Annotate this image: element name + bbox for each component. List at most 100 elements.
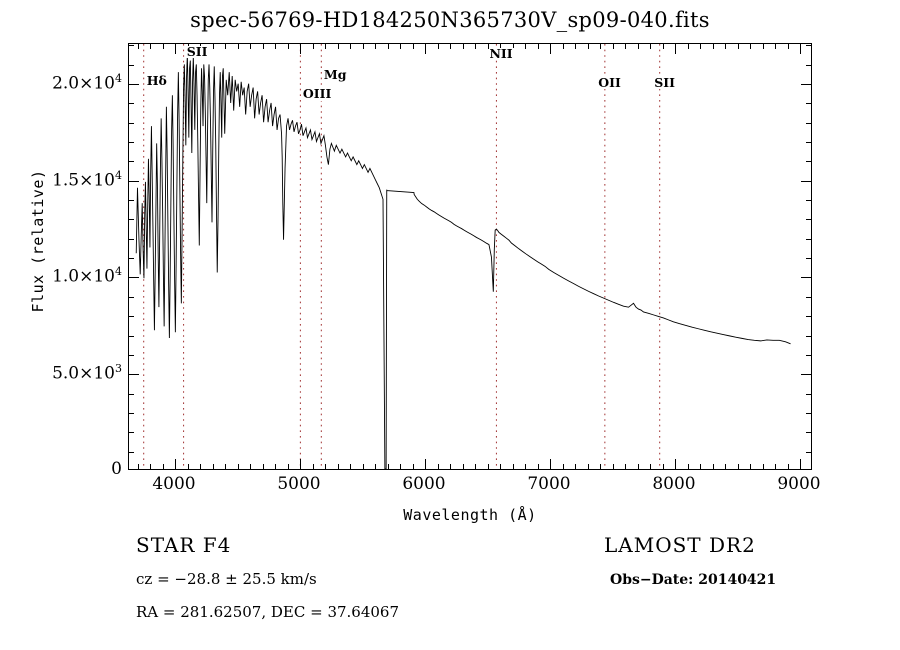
axis-tick-minor — [129, 200, 134, 201]
axis-tick-major — [425, 44, 426, 54]
axis-tick-minor — [775, 464, 776, 469]
axis-tick-major — [550, 44, 551, 54]
axis-tick-minor — [129, 122, 134, 124]
axis-tick-minor — [575, 464, 576, 469]
axis-tick-minor — [129, 412, 134, 414]
axis-tick-minor — [806, 296, 811, 298]
axis-tick-minor — [637, 44, 639, 49]
axis-tick-minor — [129, 316, 134, 318]
axis-tick-minor — [787, 44, 789, 49]
axis-tick-minor — [287, 44, 289, 49]
y-axis-title: Flux (relative) — [29, 169, 47, 313]
axis-tick-minor — [775, 44, 776, 49]
x-axis-title: Wavelength (Å) — [403, 506, 537, 524]
axis-tick-minor — [687, 44, 689, 49]
axis-tick-major — [675, 44, 676, 54]
axis-tick-minor — [806, 393, 811, 395]
axis-tick-minor — [806, 200, 811, 201]
axis-tick-minor — [237, 464, 239, 469]
axis-tick-major — [550, 459, 551, 469]
axis-tick-minor — [806, 161, 811, 163]
x-tick-label: 8000 — [652, 474, 696, 494]
axis-tick-minor — [612, 44, 614, 49]
y-tick-label: 5.0×103 — [52, 362, 122, 384]
axis-tick-minor — [462, 464, 464, 469]
axis-tick-minor — [129, 238, 134, 240]
axis-tick-major — [300, 44, 301, 54]
axis-tick-minor — [806, 122, 811, 124]
axis-tick-minor — [387, 464, 389, 469]
axis-tick-minor — [562, 44, 564, 49]
axis-tick-minor — [725, 464, 726, 469]
axis-tick-minor — [225, 44, 226, 49]
axis-tick-minor — [129, 141, 134, 143]
axis-tick-minor — [129, 296, 134, 298]
axis-tick-minor — [650, 464, 651, 469]
line-label-OII: OII — [597, 74, 622, 90]
axis-tick-minor — [312, 464, 314, 469]
x-tick-label: 5000 — [277, 474, 321, 494]
axis-tick-minor — [212, 44, 214, 49]
axis-tick-major — [675, 459, 676, 469]
axis-tick-minor — [200, 464, 201, 469]
axis-tick-minor — [512, 44, 514, 49]
axis-tick-minor — [129, 45, 134, 47]
axis-tick-minor — [487, 464, 489, 469]
axis-tick-minor — [362, 464, 364, 469]
axis-tick-minor — [250, 464, 251, 469]
axis-tick-minor — [500, 464, 501, 469]
axis-tick-minor — [806, 238, 811, 240]
line-label-OIII: OIII — [301, 86, 333, 102]
axis-tick-minor — [450, 44, 451, 49]
axis-tick-minor — [525, 464, 526, 469]
axis-tick-minor — [412, 44, 414, 49]
axis-tick-major — [800, 44, 801, 54]
axis-tick-minor — [412, 464, 414, 469]
x-tick-label: 9000 — [777, 474, 821, 494]
axis-tick-major — [425, 459, 426, 469]
axis-tick-minor — [806, 354, 811, 356]
footer-radial-velocity: cz = −28.8 ± 25.5 km/s — [136, 570, 317, 588]
axis-tick-major — [801, 180, 811, 182]
axis-tick-minor — [750, 44, 751, 49]
axis-tick-minor — [487, 44, 489, 49]
line-label-SII2: SII — [653, 74, 676, 90]
axis-tick-minor — [475, 464, 476, 469]
line-label-Hδ: Hδ — [145, 72, 168, 88]
axis-tick-minor — [806, 258, 811, 260]
axis-tick-minor — [575, 44, 576, 49]
axis-tick-minor — [162, 44, 164, 49]
axis-tick-minor — [650, 44, 651, 49]
axis-tick-minor — [350, 464, 351, 469]
axis-tick-minor — [806, 316, 811, 318]
axis-tick-minor — [250, 44, 251, 49]
axis-tick-minor — [437, 44, 439, 49]
axis-tick-minor — [162, 464, 164, 469]
axis-tick-minor — [129, 161, 134, 163]
footer-coordinates: RA = 281.62507, DEC = 37.64067 — [136, 603, 400, 621]
axis-tick-minor — [475, 44, 476, 49]
axis-tick-major — [801, 83, 811, 85]
axis-tick-minor — [562, 464, 564, 469]
axis-tick-minor — [762, 44, 764, 49]
x-tick-label: 4000 — [152, 474, 196, 494]
plot-area: Hδ SII OIII Mg NII OII SII — [128, 43, 812, 470]
axis-tick-minor — [400, 464, 401, 469]
line-label-NII: NII — [488, 45, 514, 61]
axis-tick-minor — [129, 219, 134, 221]
axis-tick-minor — [537, 44, 539, 49]
axis-tick-minor — [275, 44, 276, 49]
axis-tick-minor — [737, 44, 739, 49]
axis-tick-minor — [275, 464, 276, 469]
axis-tick-minor — [625, 44, 626, 49]
axis-tick-minor — [525, 44, 526, 49]
axis-tick-minor — [129, 432, 134, 434]
axis-tick-minor — [337, 44, 339, 49]
axis-tick-minor — [662, 44, 664, 49]
axis-tick-minor — [762, 464, 764, 469]
axis-tick-major — [129, 374, 139, 376]
x-tick-label: 6000 — [402, 474, 446, 494]
axis-tick-minor — [400, 44, 401, 49]
axis-tick-minor — [375, 44, 376, 49]
axis-tick-minor — [725, 44, 726, 49]
